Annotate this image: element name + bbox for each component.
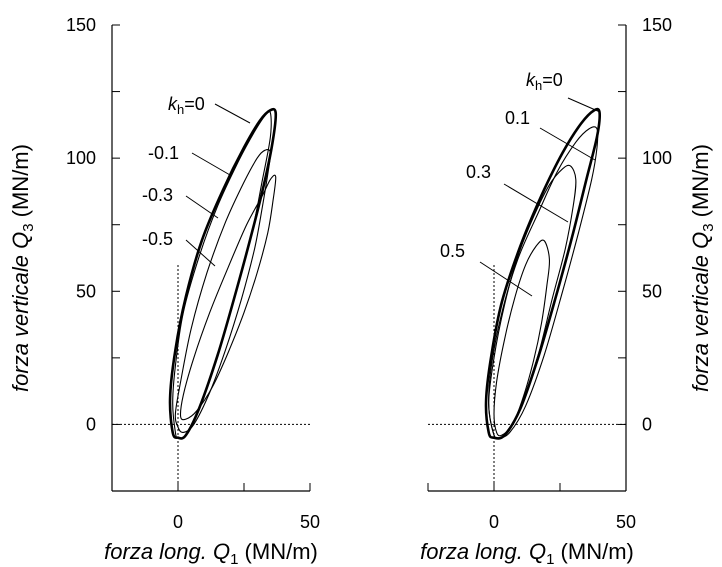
y-tick-label: 0 xyxy=(86,414,96,434)
series-curve xyxy=(179,174,277,421)
y-tick-label: 50 xyxy=(76,281,96,301)
series-curve xyxy=(493,239,551,437)
series-label: kh=0 xyxy=(526,70,563,93)
series-label: 0.5 xyxy=(440,241,465,261)
y-tick-label: 100 xyxy=(642,148,672,168)
series-curve xyxy=(168,107,278,440)
x-axis-label: forza long. Q1 (MN/m) xyxy=(420,539,634,567)
y-tick-label: 150 xyxy=(642,15,672,35)
label-leader xyxy=(185,195,219,219)
label-leader xyxy=(214,103,251,124)
x-tick-label: 0 xyxy=(173,512,183,532)
series-curve xyxy=(484,107,601,440)
y-tick-label: 150 xyxy=(66,15,96,35)
y-axis-label: forza verticale Q3 (MN/m) xyxy=(688,144,717,392)
left-panel: 0 50 100 150 0 50 kh=0 -0.1 -0.3 -0.5 forza long. … xyxy=(8,15,320,567)
right-panel: 0 50 100 150 0 50 kh=0 0.1 0.3 0.5 forza long. Q1 … xyxy=(420,15,717,567)
series-label: -0.3 xyxy=(142,185,173,205)
label-leader xyxy=(191,152,231,176)
x-tick-label: 50 xyxy=(616,512,636,532)
y-axis-label: forza verticale Q3 (MN/m) xyxy=(8,144,37,392)
series-label: 0.3 xyxy=(466,162,491,182)
series-label: 0.1 xyxy=(505,108,530,128)
label-leader xyxy=(567,97,601,113)
series-label: kh=0 xyxy=(168,94,205,117)
series-label: -0.1 xyxy=(148,143,179,163)
y-tick-label: 50 xyxy=(642,281,662,301)
label-leader xyxy=(479,261,533,297)
series-curve xyxy=(488,164,577,440)
label-leader xyxy=(503,183,569,223)
series-label: -0.5 xyxy=(142,229,173,249)
x-tick-label: 0 xyxy=(489,512,499,532)
label-leader xyxy=(185,239,216,267)
y-tick-label: 100 xyxy=(66,148,96,168)
x-axis-label: forza long. Q1 (MN/m) xyxy=(104,539,318,567)
label-leader xyxy=(539,127,596,161)
x-tick-label: 50 xyxy=(300,512,320,532)
series-curve xyxy=(488,126,599,440)
y-tick-label: 0 xyxy=(642,414,652,434)
